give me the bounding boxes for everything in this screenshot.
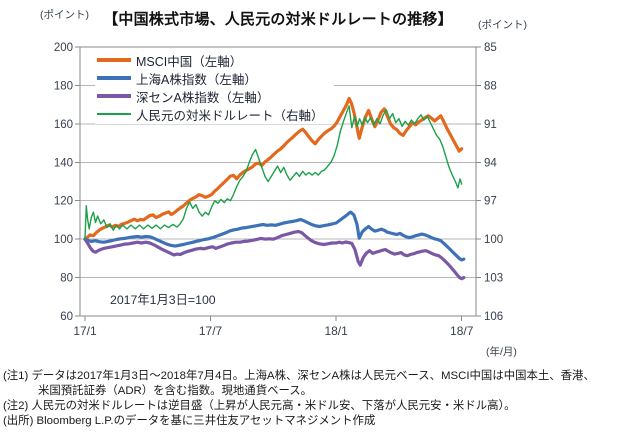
x-axis-unit-label: (年/月) <box>486 346 517 358</box>
left-axis-tick-label: 120 <box>54 196 73 208</box>
right-axis-tick-label: 85 <box>484 42 497 54</box>
series-line <box>83 229 466 281</box>
left-axis-tick-label: 80 <box>60 273 73 285</box>
legend-color-chip <box>97 94 131 98</box>
left-axis-tick-label: 200 <box>54 42 73 54</box>
left-axis-tick-label: 160 <box>54 119 73 131</box>
legend-label: 上海A株指数（左軸） <box>136 72 257 87</box>
right-axis-tick-label: 88 <box>484 80 497 92</box>
x-axis-tick-label: 17/7 <box>199 324 223 338</box>
legend-color-chip <box>97 76 131 80</box>
series-line <box>83 210 466 262</box>
footnote-line: (出所) Bloomberg L.P.のデータを基に三井住友アセットマネジメント… <box>3 415 376 427</box>
x-axis-tick-label: 18/7 <box>450 324 474 338</box>
right-axis-tick-label: 103 <box>484 273 503 285</box>
series-line <box>84 105 463 240</box>
footnote-line: 米国預託証券（ADR）を含む指数。現地通貨ベース。 <box>38 385 313 397</box>
legend-item: 深センA株指数（左軸） <box>97 87 324 105</box>
plot-frame <box>79 46 477 317</box>
legend-color-chip <box>97 58 131 62</box>
legend-item: 上海A株指数（左軸） <box>97 69 324 87</box>
right-axis-tick-label: 91 <box>484 119 497 131</box>
series-line <box>83 96 464 241</box>
left-axis-tick-label: 100 <box>54 234 73 246</box>
legend-label: 深センA株指数（左軸） <box>136 90 270 105</box>
footnote-line: (注2) 人民元の対米ドルレートは逆目盛（上昇が人民元高・米ドル安、下落が人民元… <box>3 400 516 412</box>
base-date-annotation: 2017年1月3日=100 <box>110 293 216 307</box>
legend-item: 人民元の対米ドルレート（右軸） <box>97 105 324 123</box>
left-axis-tick-label: 140 <box>54 157 73 169</box>
left-axis-tick-label: 60 <box>60 311 73 323</box>
legend-color-chip <box>97 113 131 115</box>
legend-label: MSCI中国（左軸） <box>136 54 243 69</box>
x-axis-tick-label: 17/1 <box>73 324 97 338</box>
footnote-line: (注1) データは2017年1月3日～2018年7月4日。上海A株、深センA株は… <box>3 370 595 382</box>
chart-title: 【中国株式市場、人民元の対米ドルレートの推移】 <box>103 11 453 28</box>
right-axis-tick-label: 94 <box>484 157 497 169</box>
chart-legend: MSCI中国（左軸） 上海A株指数（左軸） 深センA株指数（左軸） 人民元の対米ドルレ… <box>95 50 334 124</box>
left-axis-unit-label: (ポイント) <box>40 9 89 21</box>
legend-item: MSCI中国（左軸） <box>97 51 324 69</box>
footnotes: (注1) データは2017年1月3日～2018年7月4日。上海A株、深センA株は… <box>3 369 628 429</box>
left-axis-tick-label: 180 <box>54 80 73 92</box>
x-axis-tick-label: 18/1 <box>324 324 348 338</box>
right-axis-unit-label: (ポイント) <box>478 19 527 31</box>
legend-label: 人民元の対米ドルレート（右軸） <box>136 108 324 123</box>
right-axis-tick-label: 106 <box>484 311 503 323</box>
right-axis-tick-label: 97 <box>484 196 497 208</box>
right-axis-tick-label: 100 <box>484 234 503 246</box>
